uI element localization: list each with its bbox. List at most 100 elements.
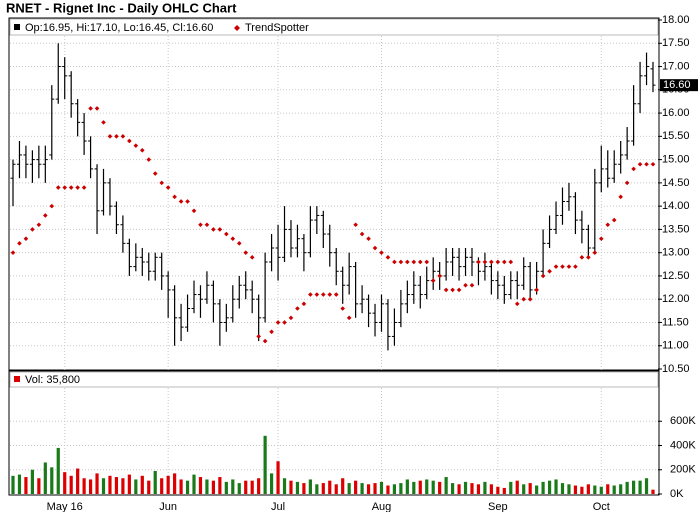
trend-dot [243,250,249,255]
volume-bar [101,478,106,494]
trend-dot [398,259,404,265]
volume-bar [586,484,590,494]
volume-bar [315,484,319,494]
volume-bar [218,477,222,494]
volume-bar [56,447,60,494]
volume-bar [619,484,623,494]
trend-dot [204,222,210,228]
y-tick-label: 17.50 [662,37,690,49]
trend-dot [624,180,630,186]
trend-dot [346,315,352,321]
volume-bar [17,474,22,494]
trend-dot [275,320,281,325]
volume-panel [8,370,660,496]
volume-bar [450,483,455,494]
volume-bar [573,485,578,494]
trend-dot [353,222,358,228]
volume-bar [463,481,468,494]
trend-dot [631,166,636,172]
volume-bar [127,474,131,494]
volume-bar [496,486,500,494]
trend-dot [637,161,643,167]
volume-bar [483,481,487,494]
volume-bar [134,479,138,494]
trend-dot [224,231,229,237]
volume-legend [9,371,659,388]
trend-dot [178,199,184,204]
volume-bar [341,478,345,494]
volume-bar [457,484,461,494]
trend-dot [249,255,255,260]
volume-bar [535,485,539,494]
volume-bar [263,435,267,494]
x-tick-label: Aug [372,501,392,512]
trend-dot [430,278,436,283]
trend-dot [482,259,488,265]
volume-bar [644,478,649,494]
volume-bar [173,473,177,494]
volume-bar [295,481,300,494]
trend-dot [230,236,236,242]
y-tick-label: 15.50 [662,130,690,142]
trend-dot [456,287,462,293]
trend-dot [75,185,80,190]
volume-bar [276,461,280,494]
volume-bar [515,480,519,494]
trend-dot [379,250,384,255]
trend-dot [88,106,93,111]
volume-bar [63,472,67,494]
trend-dot [424,259,430,265]
volume-bar [282,478,287,494]
y-tick-label: 15.00 [662,154,690,166]
volume-bar [560,483,565,494]
price-legend [9,18,659,36]
volume-bar [50,467,54,494]
trend-dot [321,292,326,297]
last-price-box [660,79,698,92]
trend-dot [172,194,177,200]
volume-bar [114,477,119,494]
trend-dot [49,203,55,209]
volume-bar [82,478,86,494]
trend-dot [139,147,145,153]
volume-bar [192,474,196,494]
trend-dot [463,282,468,288]
volume-bar [244,480,248,494]
volume-bar [289,480,293,494]
y-tick-label: 14.00 [662,200,690,212]
volume-bar [147,480,151,494]
volume-bar [599,486,603,494]
trend-dot [101,120,106,125]
trend-dot [547,268,552,274]
volume-bar [606,484,610,494]
trend-legend-label: TrendSpotter [245,22,309,34]
volume-bar [470,483,474,494]
volume-bar [153,470,157,494]
volume-bar [302,483,306,494]
y-tick-label: 200K [670,464,696,476]
trend-dot [611,217,617,223]
volume-bar [95,473,99,494]
trend-dot [443,287,449,293]
chart-title: RNET - Rignet Inc - Daily OHLC Chart [6,0,237,15]
y-tick-label: 13.50 [662,223,690,235]
volume-bar [392,484,397,494]
ohlc-legend-icon [14,24,20,30]
volume-bar [528,483,532,494]
volume-bar [160,478,164,494]
volume-bar [328,480,332,494]
volume-bar [379,481,384,494]
volume-bar [121,478,125,494]
volume-bar [179,479,183,494]
volume-bar [522,484,526,494]
trend-dot [579,255,585,260]
volume-bar [269,473,274,494]
volume-bar [231,479,235,494]
volume-bar [509,481,513,494]
y-tick-label: 14.50 [662,177,690,189]
y-tick-label: 16.00 [662,107,690,119]
volume-bar [108,475,112,494]
trend-dot [94,106,100,111]
volume-bar [308,479,312,494]
volume-bar [366,484,371,494]
